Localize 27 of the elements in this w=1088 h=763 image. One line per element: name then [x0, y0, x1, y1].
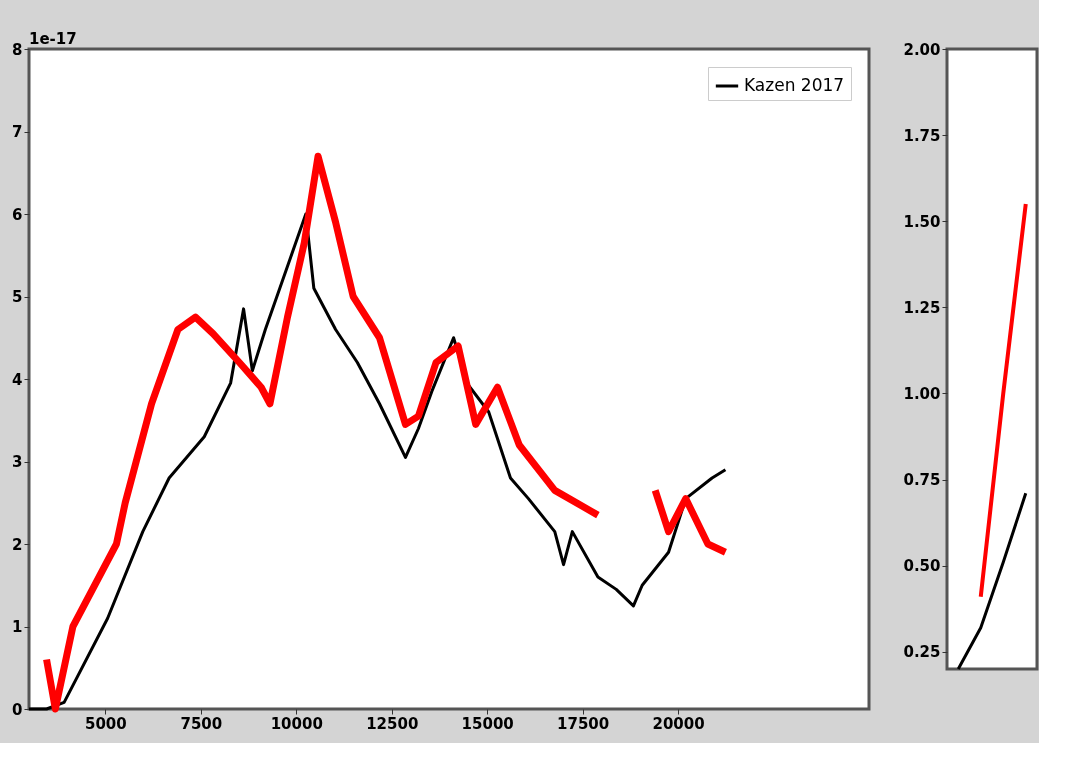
x-tick-label: 12500 — [366, 714, 419, 733]
x-tick-label: 15000 — [461, 714, 514, 733]
y-tick-label: 4 — [12, 370, 23, 389]
x-tick-label: 5000 — [84, 714, 127, 733]
y-tick-label: 1.00 — [903, 384, 941, 403]
text: 1e-17 — [29, 30, 77, 48]
y-tick-label: 1 — [12, 618, 23, 636]
y-tick-label: 6 — [12, 205, 23, 224]
line-series — [956, 491, 1028, 671]
y-tick-label: 2 — [12, 535, 23, 554]
y-tick-label: 0.75 — [903, 471, 941, 490]
y-tick-label: 0.50 — [903, 557, 941, 576]
y-tick-label: 3 — [12, 453, 23, 471]
y-tick-label: 2.00 — [903, 40, 941, 59]
y-tick-label: 0.25 — [903, 643, 941, 662]
x-tick-label: 10000 — [270, 714, 323, 733]
x-tick-label: 17500 — [557, 714, 610, 733]
y-tick-label: 8 — [12, 40, 23, 59]
y-tick-label: 0 — [12, 700, 23, 719]
legend-label: Kazen 2017 — [744, 75, 845, 95]
y-tick-label: 1.50 — [903, 212, 941, 231]
y-tick-label: 1.25 — [903, 298, 941, 317]
x-tick-label: 20000 — [652, 714, 705, 733]
y-tick-label: 5 — [12, 288, 23, 306]
y-tick-label: 7 — [12, 123, 23, 141]
x-tick-label: 7500 — [180, 714, 223, 733]
y-tick-label: 1.75 — [903, 126, 941, 145]
